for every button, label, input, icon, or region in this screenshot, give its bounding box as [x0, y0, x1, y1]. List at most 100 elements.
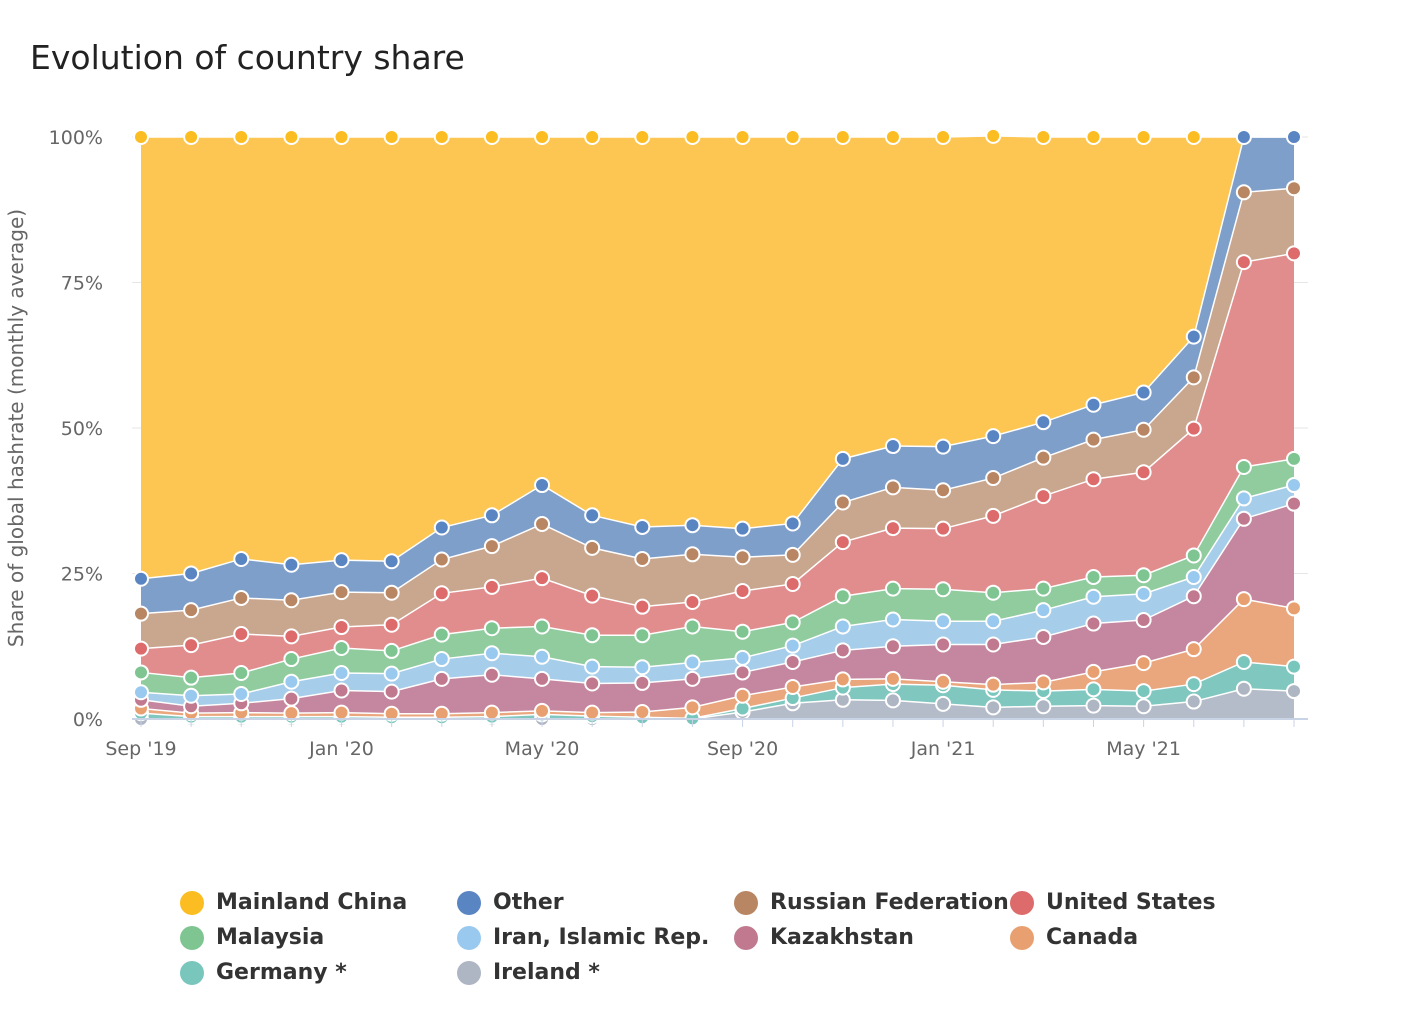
data-point[interactable]	[584, 539, 601, 556]
data-point[interactable]	[333, 552, 350, 569]
data-point[interactable]	[684, 699, 701, 716]
data-point[interactable]	[383, 665, 400, 682]
data-point[interactable]	[333, 129, 350, 145]
data-point[interactable]	[534, 129, 551, 145]
data-point[interactable]	[233, 589, 250, 606]
data-point[interactable]	[534, 702, 551, 719]
data-point[interactable]	[834, 450, 851, 467]
data-point[interactable]	[1035, 414, 1052, 431]
data-point[interactable]	[283, 592, 300, 609]
legend-item[interactable]: Germany *	[180, 960, 347, 985]
data-point[interactable]	[935, 438, 952, 455]
data-point[interactable]	[1286, 495, 1302, 512]
data-point[interactable]	[1286, 180, 1302, 197]
data-point[interactable]	[634, 129, 651, 145]
data-point[interactable]	[1235, 254, 1252, 271]
data-point[interactable]	[684, 618, 701, 635]
data-point[interactable]	[634, 659, 651, 676]
data-point[interactable]	[1185, 641, 1202, 658]
data-point[interactable]	[884, 638, 901, 655]
data-point[interactable]	[1286, 600, 1302, 617]
data-point[interactable]	[834, 494, 851, 511]
data-point[interactable]	[784, 575, 801, 592]
data-point[interactable]	[1135, 683, 1152, 700]
data-point[interactable]	[584, 675, 601, 692]
data-point[interactable]	[1135, 129, 1152, 145]
data-point[interactable]	[433, 626, 450, 643]
data-point[interactable]	[1235, 510, 1252, 527]
data-point[interactable]	[534, 648, 551, 665]
data-point[interactable]	[1035, 129, 1052, 145]
data-point[interactable]	[1085, 588, 1102, 605]
data-point[interactable]	[1085, 431, 1102, 448]
data-point[interactable]	[1035, 488, 1052, 505]
data-point[interactable]	[834, 534, 851, 551]
data-point[interactable]	[233, 685, 250, 702]
data-point[interactable]	[1035, 602, 1052, 619]
data-point[interactable]	[183, 687, 200, 704]
data-point[interactable]	[483, 620, 500, 637]
legend-item[interactable]: United States	[1010, 890, 1216, 915]
data-point[interactable]	[985, 699, 1002, 716]
data-point[interactable]	[1035, 449, 1052, 466]
legend-item[interactable]: Malaysia	[180, 925, 324, 950]
data-point[interactable]	[283, 556, 300, 573]
data-point[interactable]	[483, 578, 500, 595]
data-point[interactable]	[935, 581, 952, 598]
data-point[interactable]	[483, 704, 500, 721]
data-point[interactable]	[1085, 568, 1102, 585]
data-point[interactable]	[383, 616, 400, 633]
data-point[interactable]	[1235, 184, 1252, 201]
data-point[interactable]	[985, 676, 1002, 693]
data-point[interactable]	[684, 670, 701, 687]
data-point[interactable]	[383, 584, 400, 601]
data-point[interactable]	[634, 598, 651, 615]
data-point[interactable]	[1135, 421, 1152, 438]
data-point[interactable]	[183, 669, 200, 686]
legend-item[interactable]: Russian Federation	[734, 890, 1009, 915]
data-point[interactable]	[1235, 680, 1252, 697]
data-point[interactable]	[383, 683, 400, 700]
data-point[interactable]	[383, 129, 400, 145]
data-point[interactable]	[483, 666, 500, 683]
data-point[interactable]	[1286, 129, 1302, 145]
data-point[interactable]	[483, 507, 500, 524]
data-point[interactable]	[433, 129, 450, 145]
data-point[interactable]	[1286, 658, 1302, 675]
data-point[interactable]	[1135, 698, 1152, 715]
data-point[interactable]	[283, 129, 300, 145]
data-point[interactable]	[834, 129, 851, 145]
data-point[interactable]	[1085, 697, 1102, 714]
data-point[interactable]	[1085, 681, 1102, 698]
legend-item[interactable]: Canada	[1010, 925, 1138, 950]
data-point[interactable]	[684, 594, 701, 611]
data-point[interactable]	[133, 605, 149, 622]
data-point[interactable]	[584, 704, 601, 721]
data-point[interactable]	[734, 623, 751, 640]
data-point[interactable]	[834, 588, 851, 605]
data-point[interactable]	[283, 690, 300, 707]
data-point[interactable]	[1135, 655, 1152, 672]
data-point[interactable]	[133, 684, 149, 701]
data-point[interactable]	[1135, 567, 1152, 584]
data-point[interactable]	[433, 551, 450, 568]
data-point[interactable]	[1286, 450, 1302, 467]
data-point[interactable]	[333, 682, 350, 699]
data-point[interactable]	[734, 687, 751, 704]
data-point[interactable]	[634, 550, 651, 567]
data-point[interactable]	[834, 642, 851, 659]
data-point[interactable]	[433, 519, 450, 536]
data-point[interactable]	[935, 613, 952, 630]
data-point[interactable]	[183, 129, 200, 145]
data-point[interactable]	[935, 520, 952, 537]
data-point[interactable]	[534, 618, 551, 635]
data-point[interactable]	[233, 665, 250, 682]
data-point[interactable]	[534, 670, 551, 687]
data-point[interactable]	[734, 582, 751, 599]
data-point[interactable]	[734, 520, 751, 537]
data-point[interactable]	[183, 602, 200, 619]
data-point[interactable]	[1185, 328, 1202, 345]
data-point[interactable]	[333, 665, 350, 682]
data-point[interactable]	[734, 549, 751, 566]
legend-item[interactable]: Kazakhstan	[734, 925, 914, 950]
